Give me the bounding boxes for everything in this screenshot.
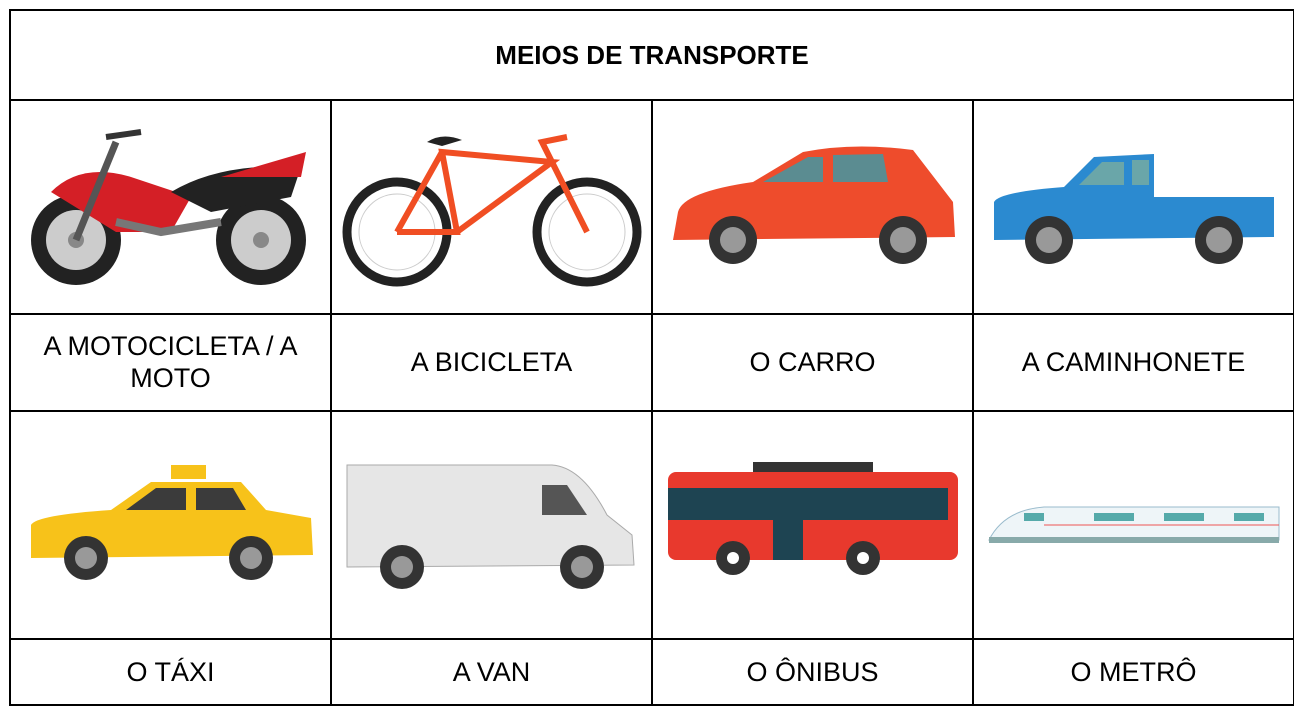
pickup-image — [993, 154, 1274, 264]
image-cell — [971, 99, 1294, 315]
vehicle-label: A MOTOCICLETA / A MOTO — [43, 331, 298, 393]
label-cell: A BICICLETA — [330, 313, 653, 412]
label-cell: A VAN — [330, 638, 653, 706]
label-cell: O TÁXI — [9, 638, 332, 706]
table-title: MEIOS DE TRANSPORTE — [8, 9, 1294, 101]
label-cell: O CARRO — [651, 313, 974, 412]
taxi-image — [30, 465, 313, 580]
transport-table: MEIOS DE TRANSPORTE A MOTOCICLETA / A MO… — [8, 9, 1294, 706]
image-cell — [651, 410, 974, 640]
vehicle-label: O METRÔ — [1070, 656, 1197, 687]
image-cell — [971, 410, 1294, 640]
image-cell — [9, 99, 332, 315]
label-cell: A MOTOCICLETA / A MOTO — [9, 313, 332, 412]
vehicle-label: O TÁXI — [126, 656, 215, 687]
bus-image — [667, 462, 958, 575]
image-cell — [9, 410, 332, 640]
car-image — [672, 146, 955, 264]
bicycle-image — [342, 134, 641, 287]
image-cell — [330, 99, 653, 315]
image-cell — [651, 99, 974, 315]
motorcycle-image — [30, 129, 306, 285]
image-cell — [330, 410, 653, 640]
vehicle-label: A CAMINHONETE — [1021, 346, 1246, 377]
vehicle-label: O ÔNIBUS — [746, 656, 879, 687]
vehicle-label: A VAN — [452, 656, 531, 687]
label-cell: O METRÔ — [971, 638, 1294, 706]
label-cell: A CAMINHONETE — [971, 313, 1294, 412]
vehicle-label: A BICICLETA — [410, 346, 573, 377]
van-image — [346, 464, 635, 589]
label-cell: O ÔNIBUS — [651, 638, 974, 706]
metro-image — [987, 506, 1280, 543]
vehicle-label: O CARRO — [749, 346, 876, 377]
